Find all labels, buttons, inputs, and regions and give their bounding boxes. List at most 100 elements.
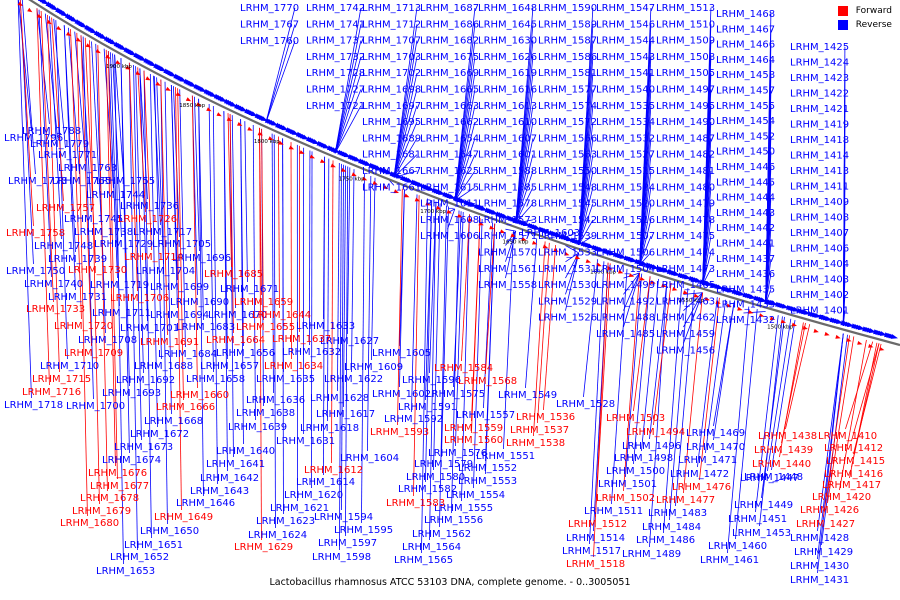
reverse-leader-line	[649, 281, 668, 440]
forward-gene-arrow	[639, 276, 645, 281]
reverse-leader-line	[705, 299, 727, 454]
forward-gene-arrow	[237, 122, 243, 126]
reverse-gene-label: LRHM_1425	[790, 42, 849, 53]
reverse-gene-label: LRHM_1442	[716, 223, 775, 234]
reverse-gene-label: LRHM_1402	[790, 290, 849, 301]
reverse-gene-label: LRHM_1693	[102, 388, 161, 399]
forward-gene-label: LRHM_1440	[752, 459, 811, 470]
forward-gene-label: LRHM_1420	[812, 492, 871, 503]
forward-gene-arrow	[135, 71, 141, 76]
reverse-gene-label: LRHM_1760	[240, 36, 299, 47]
reverse-gene-label: LRHM_1520	[596, 199, 655, 210]
reverse-gene-label: LRHM_1796	[4, 133, 63, 144]
reverse-gene-label: LRHM_1575	[426, 389, 485, 400]
reverse-leader-line	[179, 89, 186, 348]
reverse-gene-label: LRHM_1710	[40, 361, 99, 372]
forward-gene-arrow	[95, 49, 101, 54]
forward-gene-arrow	[824, 331, 830, 336]
reverse-gene-label: LRHM_1421	[790, 104, 849, 115]
reverse-leader-line	[429, 201, 437, 541]
forward-gene-label: LRHM_1518	[566, 559, 625, 570]
forward-leader-line	[849, 342, 878, 479]
forward-gene-arrow	[553, 248, 559, 252]
reverse-gene-label: LRHM_1451	[728, 514, 787, 525]
reverse-leader-line	[208, 103, 214, 373]
forward-gene-arrow	[435, 205, 442, 210]
forward-gene-label: LRHM_1649	[154, 512, 213, 523]
forward-gene-arrow	[404, 193, 410, 198]
reverse-gene-label: LRHM_1528	[556, 399, 615, 410]
forward-gene-arrow	[748, 310, 754, 314]
reverse-gene-label: LRHM_1627	[320, 336, 379, 347]
reverse-leader-line	[473, 218, 483, 489]
reverse-leader-line	[454, 170, 476, 202]
reverse-gene-label: LRHM_1527	[596, 150, 655, 161]
reverse-leader-line	[323, 156, 326, 476]
forward-gene-arrow	[309, 154, 315, 159]
reverse-gene-label: LRHM_1732	[306, 52, 365, 63]
reverse-leader-line	[393, 154, 418, 178]
reverse-gene-label: LRHM_1525	[596, 166, 655, 177]
reverse-gene-label: LRHM_1653	[96, 566, 155, 577]
reverse-leader-line	[765, 258, 772, 304]
reverse-gene-label: LRHM_1673	[114, 442, 173, 453]
forward-leader-line	[229, 114, 234, 334]
reverse-leader-line	[44, 13, 58, 138]
reverse-gene-label: LRHM_1435	[716, 284, 775, 295]
forward-leader-line	[80, 35, 92, 347]
reverse-leader-line	[393, 24, 418, 178]
forward-gene-label: LRHM_1593	[370, 427, 429, 438]
reverse-gene-label: LRHM_1605	[372, 348, 431, 359]
reverse-leader-line	[623, 272, 640, 311]
reverse-gene-label: LRHM_1763	[58, 163, 117, 174]
forward-gene-label: LRHM_1568	[458, 376, 517, 387]
reverse-leader-line	[454, 122, 476, 201]
forward-leader-line	[137, 67, 146, 213]
reverse-leader-line	[160, 79, 168, 525]
reverse-gene-label: LRHM_1496	[622, 441, 681, 452]
reverse-gene-label: LRHM_1699	[150, 282, 209, 293]
forward-leader-line	[413, 195, 420, 497]
reverse-gene-label: LRHM_1702	[362, 68, 421, 79]
reverse-leader-line	[453, 211, 462, 388]
reverse-leader-line	[393, 56, 418, 178]
reverse-gene-label: LRHM_1524	[596, 182, 655, 193]
reverse-gene-label: LRHM_1541	[596, 68, 655, 79]
reverse-leader-line	[334, 89, 362, 154]
reverse-gene-label: LRHM_1788	[22, 126, 81, 137]
forward-gene-arrow	[759, 313, 765, 317]
forward-leader-line	[177, 88, 184, 401]
reverse-gene-label: LRHM_1615	[420, 182, 479, 193]
reverse-gene-label: LRHM_1558	[478, 280, 537, 291]
reverse-gene-label: LRHM_1696	[172, 253, 231, 264]
reverse-gene-label: LRHM_1597	[318, 538, 377, 549]
reverse-leader-line	[441, 206, 449, 458]
forward-leader-line	[537, 242, 550, 424]
reverse-gene-label: LRHM_1446	[716, 162, 775, 173]
reverse-leader-line	[578, 203, 594, 246]
reverse-gene-label: LRHM_1516	[596, 215, 655, 226]
reverse-gene-label: LRHM_1526	[538, 313, 597, 324]
reverse-gene-label: LRHM_1587	[538, 36, 597, 47]
forward-gene-label: LRHM_1676	[88, 468, 147, 479]
reverse-gene-label: LRHM_1472	[670, 469, 729, 480]
reverse-gene-label: LRHM_1433	[716, 300, 775, 311]
reverse-leader-line	[735, 309, 758, 540]
reverse-leader-line	[273, 134, 276, 529]
reverse-leader-line	[393, 73, 418, 178]
reverse-gene-label: LRHM_1550	[538, 166, 597, 177]
forward-leader-line	[97, 45, 108, 492]
reverse-leader-line	[505, 230, 517, 246]
forward-gene-label: LRHM_1655	[236, 322, 295, 333]
forward-gene-label: LRHM_1427	[796, 519, 855, 530]
reverse-gene-label: LRHM_1592	[384, 414, 443, 425]
reverse-leader-line	[817, 333, 844, 532]
reverse-gene-label: LRHM_1601	[478, 150, 537, 161]
reverse-gene-label: LRHM_1713	[362, 3, 421, 14]
reverse-gene-label: LRHM_1770	[240, 3, 299, 14]
reverse-gene-label: LRHM_1544	[596, 36, 655, 47]
reverse-leader-line	[515, 170, 534, 224]
reverse-leader-line	[55, 20, 68, 360]
reverse-leader-line	[505, 231, 517, 279]
